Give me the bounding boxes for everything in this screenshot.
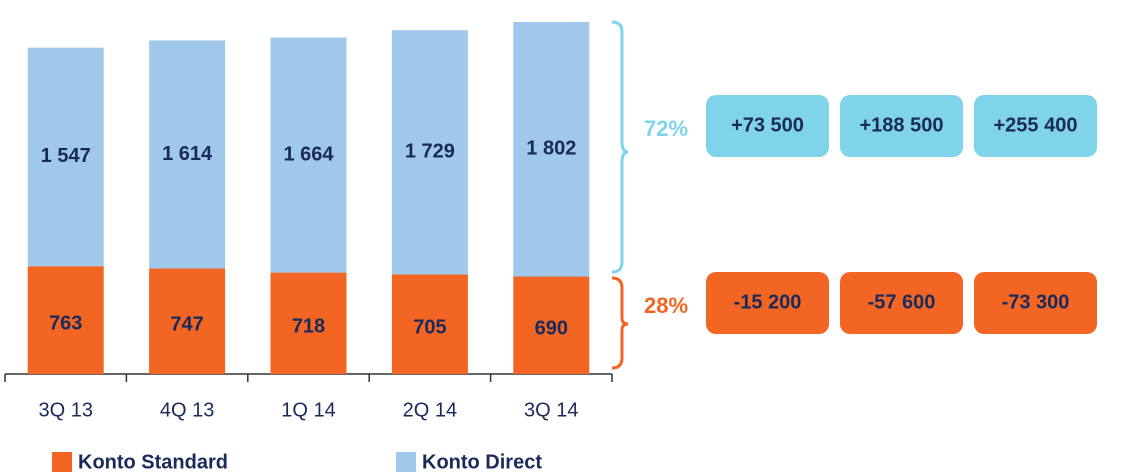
change-box — [840, 95, 963, 157]
bar-segment — [149, 40, 226, 269]
bar-segment — [391, 30, 468, 275]
change-box — [706, 272, 829, 334]
value-label: 1 802 — [526, 138, 576, 160]
x-tick-label: 4Q 13 — [160, 399, 214, 421]
value-label: 1 729 — [405, 141, 455, 163]
value-label: 690 — [535, 318, 568, 340]
legend-label: Konto Direct — [422, 451, 542, 473]
value-label: 1 614 — [162, 143, 213, 165]
value-label: 747 — [170, 314, 203, 336]
x-tick-label: 2Q 14 — [403, 399, 457, 421]
change-box — [974, 272, 1097, 334]
value-label: 763 — [49, 312, 82, 334]
bar-segment — [513, 276, 590, 374]
x-tick-label: 3Q 14 — [524, 399, 578, 421]
change-label: -15 200 — [734, 291, 802, 313]
change-label: -57 600 — [868, 291, 936, 313]
standard-bracket — [611, 276, 629, 370]
change-label: +188 500 — [860, 114, 944, 136]
legend-swatch — [52, 452, 72, 472]
bar-segment — [27, 47, 104, 267]
bar-segment — [513, 22, 590, 277]
direct-share: 72% — [644, 116, 688, 141]
direct-bracket — [611, 20, 629, 274]
legend-swatch — [396, 452, 416, 472]
value-label: 705 — [413, 316, 446, 338]
change-label: -73 300 — [1002, 291, 1070, 313]
change-box — [840, 272, 963, 334]
bar-segment — [27, 266, 104, 374]
change-box — [974, 95, 1097, 157]
change-label: +255 400 — [994, 114, 1078, 136]
x-tick-label: 3Q 13 — [38, 399, 92, 421]
x-tick-label: 1Q 14 — [281, 399, 335, 421]
value-label: 718 — [292, 316, 325, 338]
bar-segment — [270, 37, 347, 273]
change-label: +73 500 — [731, 114, 804, 136]
bar-segment — [149, 268, 226, 374]
value-label: 1 547 — [41, 145, 91, 167]
legend-label: Konto Standard — [78, 451, 228, 473]
bar-segment — [391, 274, 468, 374]
change-box — [706, 95, 829, 157]
value-label: 1 664 — [283, 143, 334, 165]
standard-share: 28% — [644, 293, 688, 318]
bar-segment — [270, 272, 347, 374]
